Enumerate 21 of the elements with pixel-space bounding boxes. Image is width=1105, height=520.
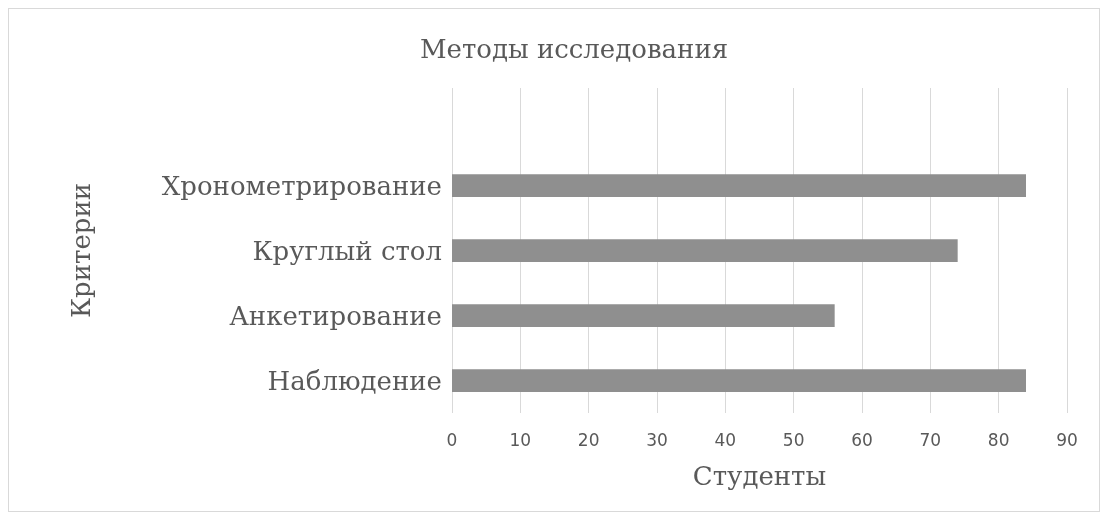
y-tick-label: Анкетирование [229,300,442,331]
x-tick-label: 60 [851,429,873,450]
x-tick-label: 70 [919,429,942,450]
x-tick-label: 0 [446,429,458,450]
x-tick-label: 90 [1056,429,1078,450]
x-axis-title: Студенты [692,461,827,491]
x-tick-label: 50 [782,429,805,450]
x-tick-label: 20 [577,429,600,450]
y-tick-label: Наблюдение [267,365,442,396]
y-tick-label: Хронометрирование [161,170,442,201]
y-axis-title: Критерии [66,182,96,319]
bar [452,304,835,327]
y-tick-label: Круглый стол [252,235,442,266]
x-tick-label: 40 [714,429,737,450]
bar [452,174,1026,197]
x-tick-label: 10 [509,429,532,450]
bar [452,369,1026,392]
bar [452,239,958,262]
x-tick-label: 30 [646,429,668,450]
x-tick-label: 80 [987,429,1010,450]
chart-title: Методы исследования [419,34,729,64]
